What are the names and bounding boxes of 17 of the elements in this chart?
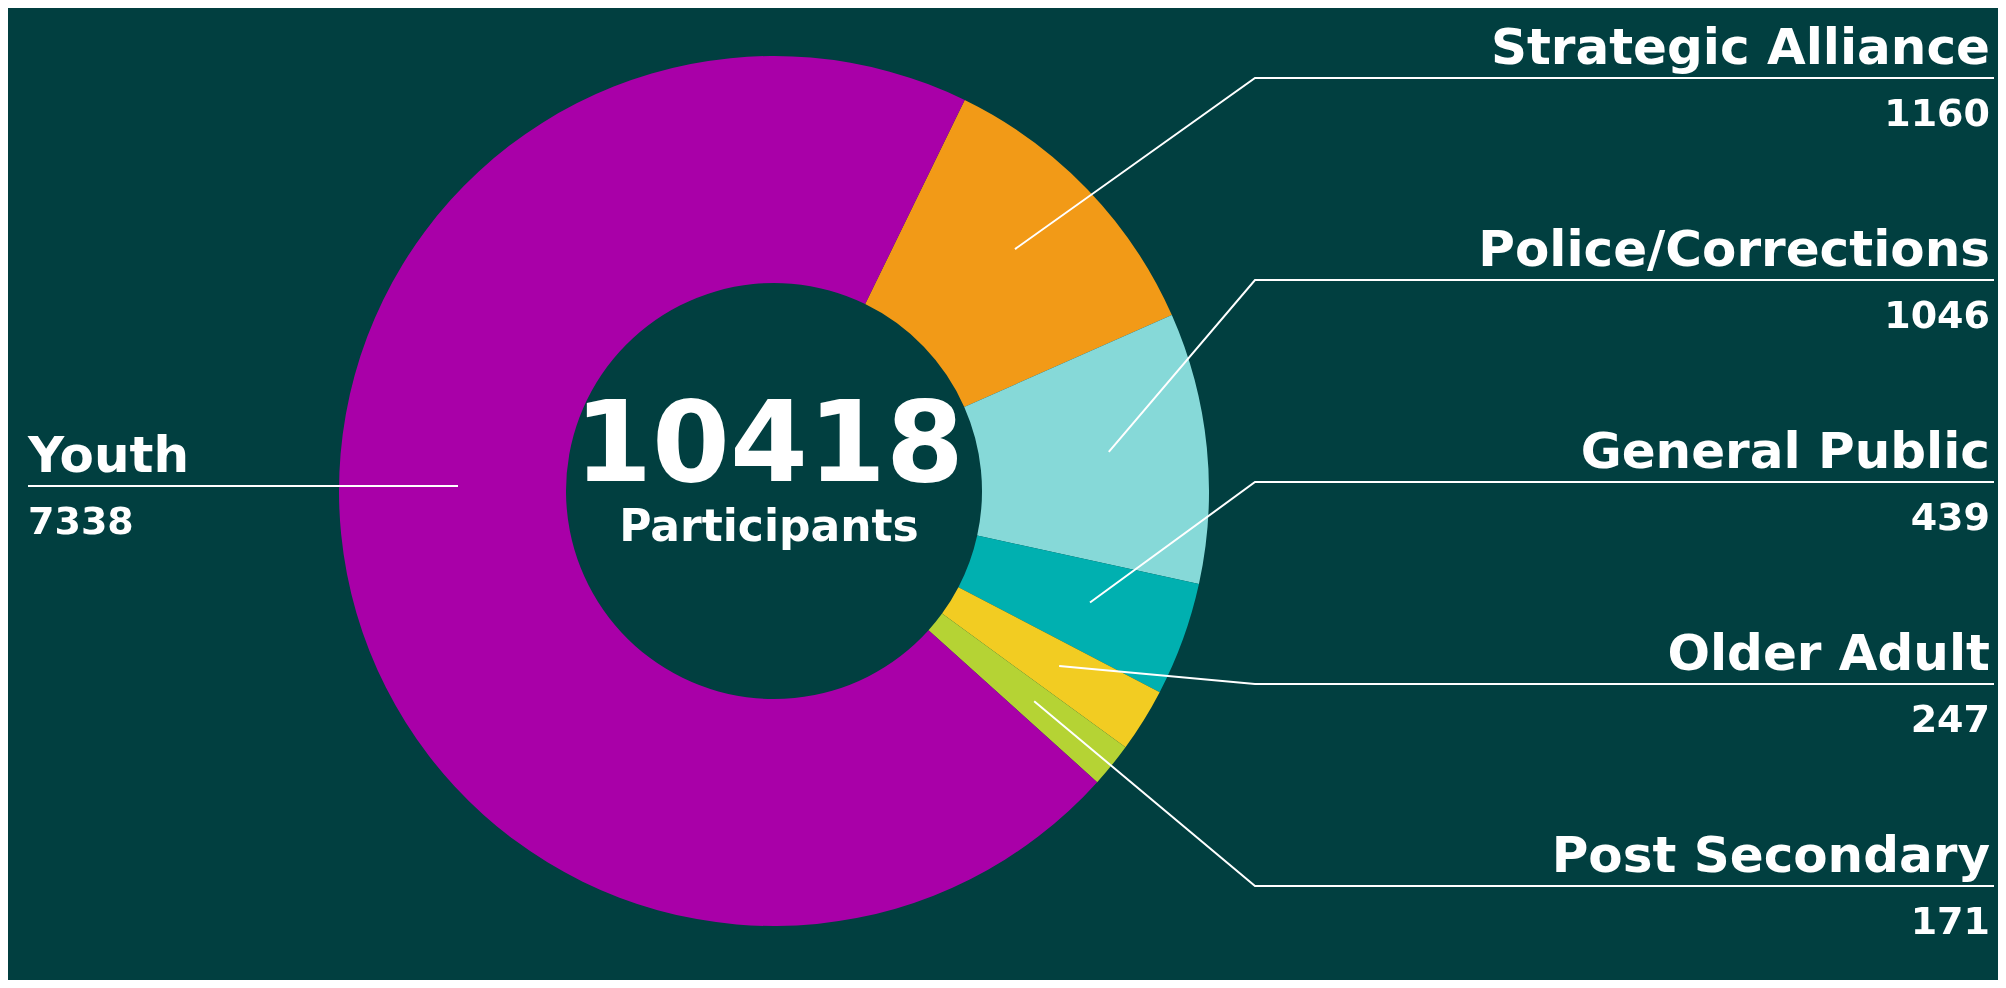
donut-slice xyxy=(958,535,1199,693)
slice-label: Post Secondary xyxy=(1551,826,1990,884)
donut-slice xyxy=(942,587,1160,748)
data-label: 171 xyxy=(1910,899,1990,943)
slice-label: Strategic Alliance xyxy=(1490,18,1990,76)
slice-label: General Public xyxy=(1580,422,1990,480)
data-label: 1046 xyxy=(1884,293,1990,337)
data-label: 7338 xyxy=(28,499,134,543)
data-label: 1160 xyxy=(1884,91,1990,135)
donut-slice xyxy=(964,315,1209,585)
slice-label: Older Adult xyxy=(1667,624,1990,682)
donut-slice xyxy=(928,613,1126,783)
data-label: 439 xyxy=(1910,495,1990,539)
slice-label: Police/Corrections xyxy=(1478,220,1990,278)
donut-slice xyxy=(339,56,1098,926)
slice-label: Youth xyxy=(27,426,190,484)
data-label: 247 xyxy=(1910,697,1990,741)
